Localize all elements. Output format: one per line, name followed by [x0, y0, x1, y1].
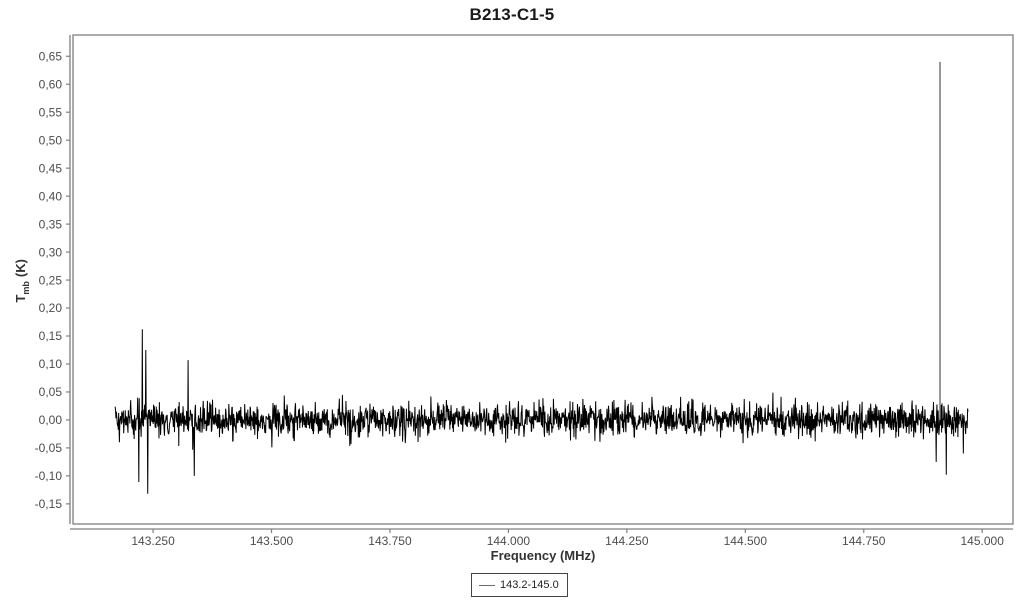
- legend-line-sample-icon: [479, 584, 495, 586]
- legend: 143.2-145.0: [471, 573, 568, 597]
- y-tick-label: 0,40: [39, 189, 63, 203]
- y-tick-label: 0,10: [39, 357, 63, 371]
- x-tick-label: 144.750: [842, 534, 886, 548]
- x-tick-label: 143.250: [131, 534, 175, 548]
- y-tick-label: 0,15: [39, 329, 63, 343]
- y-tick-label: 0,65: [39, 49, 63, 63]
- y-tick-label: 0,55: [39, 105, 63, 119]
- y-tick-label: 0,20: [39, 301, 63, 315]
- y-tick-label: -0,05: [35, 441, 63, 455]
- y-tick-label: 0,35: [39, 217, 63, 231]
- legend-entry-label: 143.2-145.0: [500, 579, 559, 591]
- x-tick-label: 144.250: [605, 534, 649, 548]
- y-tick-label: 0,60: [39, 77, 63, 91]
- spectrum-trace: [114, 329, 969, 494]
- x-tick-label: 145.000: [961, 534, 1005, 548]
- y-tick-label: 0,45: [39, 161, 63, 175]
- x-tick-label: 143.500: [250, 534, 294, 548]
- chart-title: B213-C1-5: [469, 5, 555, 24]
- y-axis-symbol: T: [13, 294, 29, 303]
- y-tick-label: 0,05: [39, 385, 63, 399]
- y-axis-subscript: mb: [20, 281, 31, 295]
- y-axis-unit: (K): [13, 259, 29, 278]
- x-tick-label: 144.000: [487, 534, 531, 548]
- y-tick-label: 0,25: [39, 273, 63, 287]
- y-tick-label: 0,30: [39, 245, 63, 259]
- y-tick-label: 0,00: [39, 413, 63, 427]
- y-tick-label: -0,10: [35, 469, 63, 483]
- y-tick-label: 0,50: [39, 133, 63, 147]
- y-tick-label: -0,15: [35, 497, 63, 511]
- plot-frame: [72, 34, 1014, 525]
- x-axis-label: Frequency (MHz): [490, 548, 596, 563]
- x-tick-label: 144.500: [724, 534, 768, 548]
- y-axis-label: Tmb (K): [13, 181, 31, 381]
- x-tick-label: 143.750: [368, 534, 412, 548]
